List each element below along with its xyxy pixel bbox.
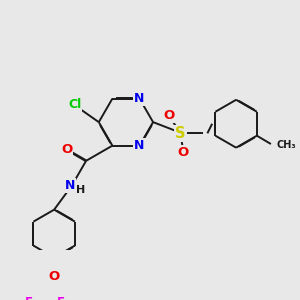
Text: O: O	[49, 270, 60, 283]
Text: CH₃: CH₃	[277, 140, 296, 150]
Text: H: H	[76, 184, 85, 194]
Text: F: F	[56, 296, 64, 300]
Text: S: S	[175, 126, 185, 141]
Text: N: N	[65, 179, 75, 192]
Text: F: F	[25, 296, 33, 300]
Text: O: O	[164, 109, 175, 122]
Text: Cl: Cl	[68, 98, 82, 111]
Text: O: O	[61, 143, 72, 156]
Text: N: N	[134, 92, 145, 105]
Text: N: N	[134, 139, 145, 152]
Text: O: O	[178, 146, 189, 159]
